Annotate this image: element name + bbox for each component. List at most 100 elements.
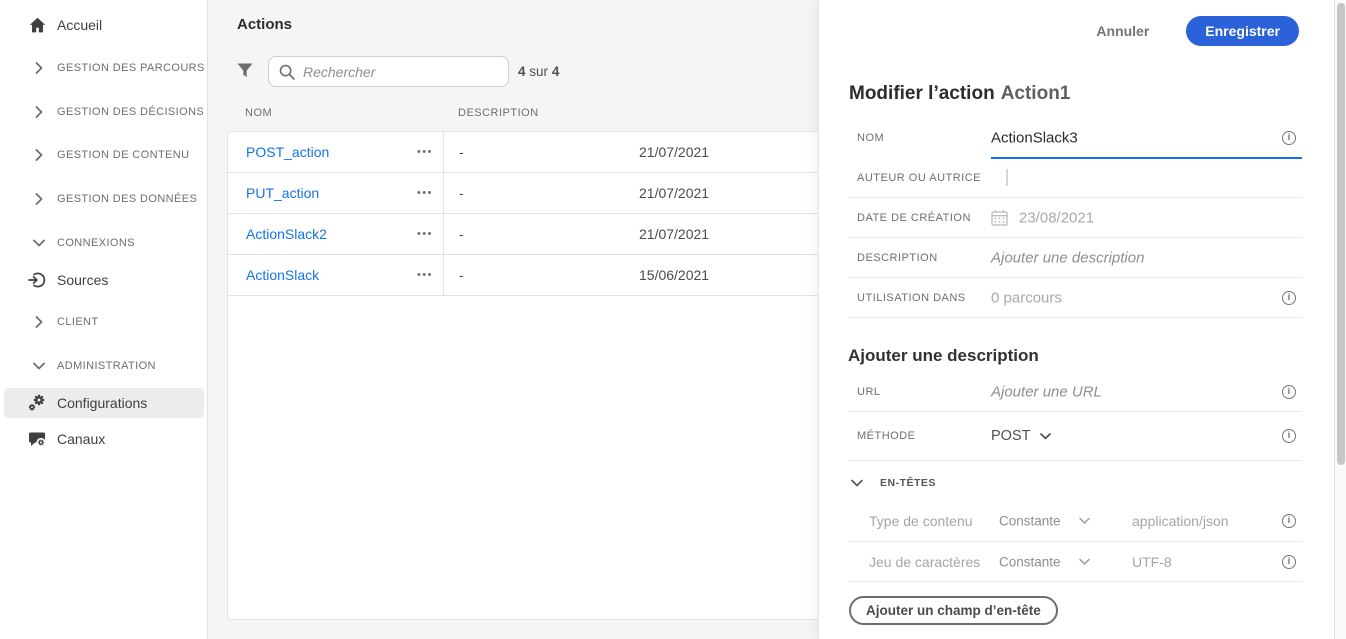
scrollbar-thumb[interactable] [1337,3,1345,465]
sidebar-item-label: CONNEXIONS [57,237,135,249]
action-created-date: 15/06/2021 [639,267,710,283]
actions-table: POST_action ••• - 21/07/2021 PUT_action … [227,131,818,620]
action-description: - [459,226,464,242]
sidebar-item-label: Accueil [57,17,103,33]
info-icon[interactable]: i [1282,429,1296,443]
headers-section-toggle[interactable]: EN-TÊTES [851,470,936,496]
sidebar-item-label: Sources [57,272,109,288]
more-actions-button[interactable]: ••• [416,269,433,281]
url-input[interactable]: Ajouter une URL [991,383,1102,400]
header-field-label: Type de contenu [869,512,973,529]
sidebar-item-sources[interactable]: Sources [0,265,207,295]
info-icon[interactable]: i [1282,290,1296,305]
chevron-down-icon [1078,517,1090,524]
field-row-methode: MÉTHODE POST i [848,412,1302,461]
search-input[interactable] [303,63,498,80]
info-icon[interactable]: i [1282,384,1296,399]
utilisation-value: 0 parcours [991,289,1062,306]
sidebar-item-gestion-des-decisions[interactable]: GESTION DES DÉCISIONS [0,97,207,127]
sidebar-item-gestion-des-parcours[interactable]: GESTION DES PARCOURS [0,53,207,83]
header-value-input[interactable]: UTF-8 [1132,553,1172,570]
more-actions-button[interactable]: ••• [416,146,433,158]
search-box [268,56,509,87]
action-description: - [459,267,464,283]
field-row-auteur: AUTEUR OU AUTRICE [848,158,1302,198]
home-icon [28,17,46,33]
gears-icon [28,394,46,412]
sidebar-item-client[interactable]: CLIENT [0,307,207,337]
chevron-down-icon [851,479,863,487]
chevron-down-icon [33,362,45,370]
cancel-button[interactable]: Annuler [1096,23,1150,39]
page-title: Actions [237,16,293,33]
header-type-dropdown[interactable]: Constante [999,513,1090,528]
column-header-description: DESCRIPTION [458,107,539,119]
chevron-down-icon [33,239,45,247]
add-header-field-button[interactable]: Ajouter un champ d’en-tête [849,596,1058,625]
info-icon[interactable]: i [1282,131,1296,145]
search-icon [279,64,295,80]
editor-topbar: Annuler Enregistrer [819,0,1334,62]
chevron-right-icon [33,193,45,205]
more-actions-button[interactable]: ••• [416,228,433,240]
header-row-content-type: Type de contenu Constante application/js… [848,500,1302,542]
filter-button[interactable] [237,63,255,81]
sidebar-item-label: GESTION DES PARCOURS [57,62,205,74]
sidebar-item-gestion-de-contenu[interactable]: GESTION DE CONTENU [0,140,207,170]
field-row-date-creation: DATE DE CRÉATION 23/08/2021 [848,198,1302,238]
chevron-right-icon [33,316,45,328]
column-header-nom: NOM [245,107,273,119]
sidebar-item-label: GESTION DES DONNÉES [57,193,198,205]
header-type-dropdown[interactable]: Constante [999,554,1090,569]
field-row-description: DESCRIPTION Ajouter une description [848,238,1302,278]
action-name-link[interactable]: ActionSlack2 [246,226,327,242]
header-field-label: Jeu de caractères [869,553,981,570]
field-label: AUTEUR OU AUTRICE [857,171,982,184]
sidebar-item-label: GESTION DES DÉCISIONS [57,106,205,118]
sidebar: Accueil GESTION DES PARCOURS GESTION DES… [0,0,208,639]
action-description: - [459,144,464,160]
save-button[interactable]: Enregistrer [1186,16,1299,46]
field-label: MÉTHODE [857,430,916,442]
action-created-date: 21/07/2021 [639,185,710,201]
header-row-charset: Jeu de caractères Constante UTF-8 i [848,542,1302,582]
chevron-right-icon [33,106,45,118]
edit-action-panel: Annuler Enregistrer Modifier l’action Act… [818,0,1334,639]
field-label: UTILISATION DANS [857,291,966,304]
field-row-utilisation: UTILISATION DANS 0 parcours i [848,278,1302,318]
sidebar-item-gestion-des-donnees[interactable]: GESTION DES DONNÉES [0,184,207,214]
action-description: - [459,185,464,201]
chevron-down-icon [1040,432,1052,440]
sidebar-item-label: ADMINISTRATION [57,360,156,372]
sidebar-item-connexions[interactable]: CONNEXIONS [0,228,207,258]
text-caret [1006,169,1008,186]
action-name-link[interactable]: PUT_action [246,185,320,201]
calendar-icon [991,209,1008,226]
field-label: DATE DE CRÉATION [857,211,971,224]
sidebar-item-label: GESTION DE CONTENU [57,149,190,161]
table-row: PUT_action ••• - 21/07/2021 [228,173,818,214]
actions-list-panel: Actions 4 sur 4 NOM DESCRIPTION DATE DE … [208,0,818,639]
action-created-date: 21/07/2021 [639,226,710,242]
focus-underline [991,157,1302,159]
headers-section-title: EN-TÊTES [880,477,936,489]
sidebar-item-accueil[interactable]: Accueil [0,10,207,40]
action-created-date: 21/07/2021 [639,144,710,160]
more-actions-button[interactable]: ••• [416,187,433,199]
sources-icon [28,271,46,289]
action-name-link[interactable]: POST_action [246,144,330,160]
field-label: NOM [857,132,885,144]
methode-dropdown[interactable]: POST [991,428,1052,444]
table-row: ActionSlack ••• - 15/06/2021 [228,255,818,296]
header-value-input[interactable]: application/json [1132,512,1229,529]
sidebar-item-canaux[interactable]: Canaux [0,424,207,454]
editor-title: Modifier l’action Action1 [849,83,1071,104]
description-input[interactable]: Ajouter une description [991,249,1145,266]
info-icon[interactable]: i [1282,513,1296,528]
info-icon[interactable]: i [1282,554,1296,569]
sidebar-item-administration[interactable]: ADMINISTRATION [0,351,207,381]
sidebar-item-configurations[interactable]: Configurations [0,388,207,418]
nom-input[interactable]: ActionSlack3 [991,129,1078,147]
action-name-link[interactable]: ActionSlack [246,267,320,283]
